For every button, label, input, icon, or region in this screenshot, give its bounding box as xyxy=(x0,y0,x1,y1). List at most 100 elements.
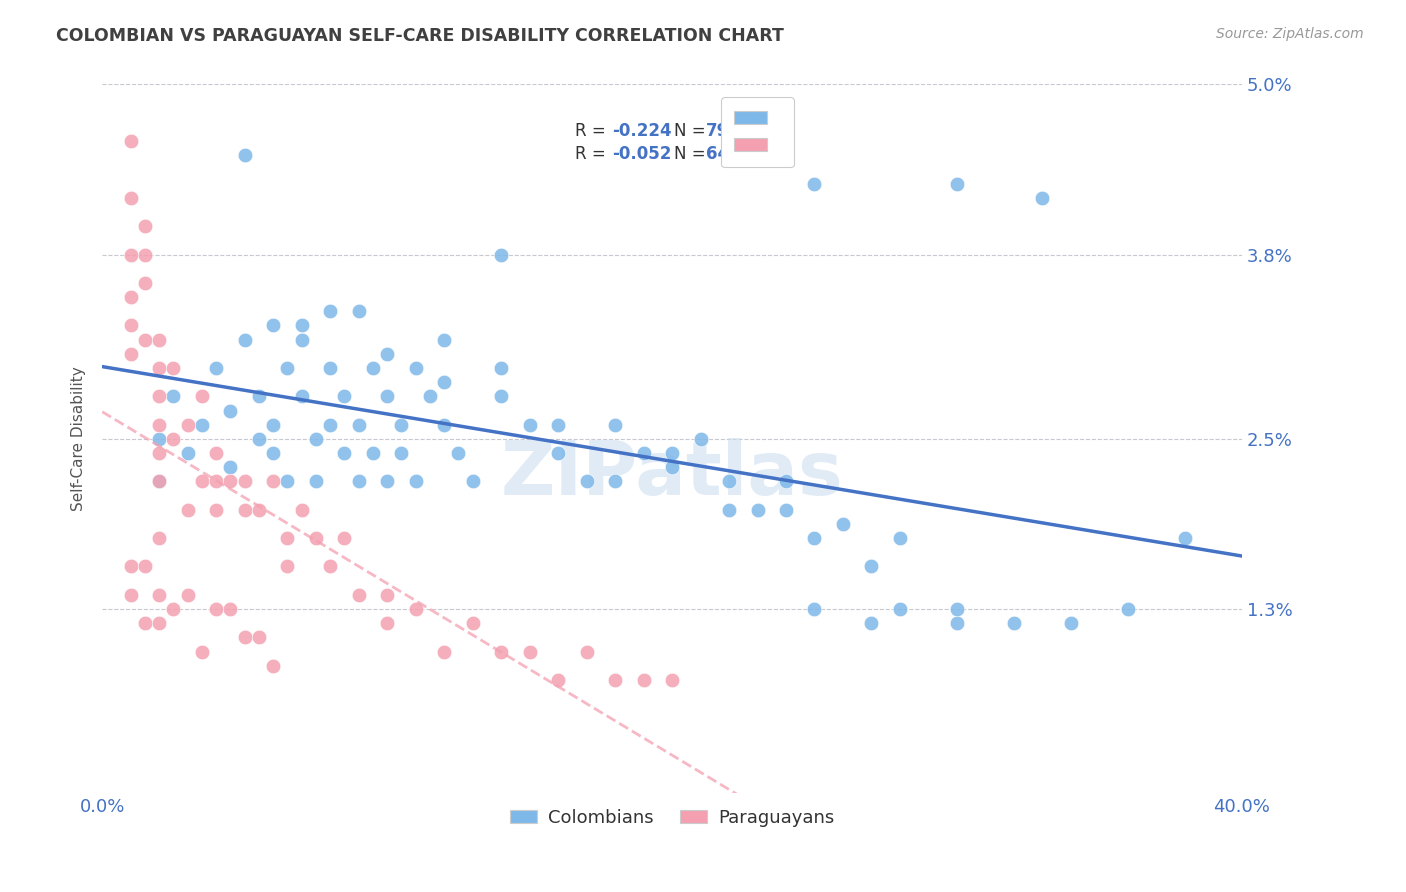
Point xyxy=(291,389,314,403)
Point xyxy=(319,304,342,318)
Point xyxy=(120,318,142,333)
Point xyxy=(519,644,541,658)
Point xyxy=(305,531,328,545)
Point xyxy=(1002,616,1025,631)
Point xyxy=(661,673,683,687)
Point xyxy=(148,475,170,489)
Text: R =: R = xyxy=(575,145,612,163)
Point xyxy=(405,361,427,376)
Point xyxy=(361,361,384,376)
Point xyxy=(120,588,142,602)
Point xyxy=(433,375,456,389)
Point xyxy=(747,503,769,517)
Point xyxy=(1116,602,1139,616)
Point xyxy=(134,219,156,234)
Point xyxy=(333,531,356,545)
Point xyxy=(276,475,298,489)
Point xyxy=(889,602,911,616)
Point xyxy=(120,347,142,361)
Point xyxy=(775,475,797,489)
Point xyxy=(134,247,156,261)
Point xyxy=(262,475,284,489)
Point xyxy=(633,673,655,687)
Text: -0.052: -0.052 xyxy=(612,145,671,163)
Point xyxy=(946,177,969,191)
Point xyxy=(461,616,484,631)
Point xyxy=(347,304,370,318)
Point xyxy=(319,559,342,574)
Point xyxy=(717,475,740,489)
Point xyxy=(489,247,512,261)
Text: R =: R = xyxy=(575,122,612,140)
Text: N =: N = xyxy=(675,145,711,163)
Point xyxy=(1174,531,1197,545)
Point xyxy=(176,417,198,432)
Point xyxy=(247,631,270,645)
Point xyxy=(247,432,270,446)
Point xyxy=(433,333,456,347)
Point xyxy=(489,389,512,403)
Point xyxy=(276,361,298,376)
Point xyxy=(433,644,456,658)
Point xyxy=(603,673,626,687)
Point xyxy=(176,503,198,517)
Point xyxy=(575,644,598,658)
Point xyxy=(375,475,398,489)
Point xyxy=(120,247,142,261)
Point xyxy=(389,446,412,460)
Point xyxy=(247,389,270,403)
Point xyxy=(489,361,512,376)
Point xyxy=(134,559,156,574)
Point xyxy=(120,134,142,148)
Point xyxy=(461,475,484,489)
Point xyxy=(148,616,170,631)
Point xyxy=(276,559,298,574)
Point xyxy=(262,446,284,460)
Point xyxy=(176,446,198,460)
Point xyxy=(120,559,142,574)
Point xyxy=(375,347,398,361)
Point xyxy=(419,389,441,403)
Text: N =: N = xyxy=(675,122,711,140)
Point xyxy=(148,389,170,403)
Point xyxy=(375,588,398,602)
Point xyxy=(375,389,398,403)
Point xyxy=(319,361,342,376)
Point xyxy=(162,602,184,616)
Point xyxy=(347,588,370,602)
Point xyxy=(219,602,242,616)
Point xyxy=(803,177,825,191)
Point xyxy=(148,361,170,376)
Point xyxy=(405,475,427,489)
Point xyxy=(219,475,242,489)
Point xyxy=(1031,191,1053,205)
Point xyxy=(291,333,314,347)
Point xyxy=(219,403,242,417)
Point xyxy=(946,602,969,616)
Point xyxy=(162,389,184,403)
Point xyxy=(547,417,569,432)
Point xyxy=(148,417,170,432)
Y-axis label: Self-Care Disability: Self-Care Disability xyxy=(72,367,86,511)
Point xyxy=(205,361,228,376)
Point xyxy=(134,276,156,290)
Point xyxy=(191,644,214,658)
Point xyxy=(162,432,184,446)
Point xyxy=(262,318,284,333)
Point xyxy=(575,475,598,489)
Point xyxy=(205,475,228,489)
Point xyxy=(262,658,284,673)
Point xyxy=(176,588,198,602)
Point xyxy=(148,446,170,460)
Point xyxy=(233,631,256,645)
Point xyxy=(205,602,228,616)
Point xyxy=(148,432,170,446)
Point xyxy=(832,516,855,531)
Point xyxy=(860,559,883,574)
Point xyxy=(889,531,911,545)
Point xyxy=(291,318,314,333)
Point xyxy=(276,531,298,545)
Point xyxy=(148,588,170,602)
Point xyxy=(233,475,256,489)
Point xyxy=(120,191,142,205)
